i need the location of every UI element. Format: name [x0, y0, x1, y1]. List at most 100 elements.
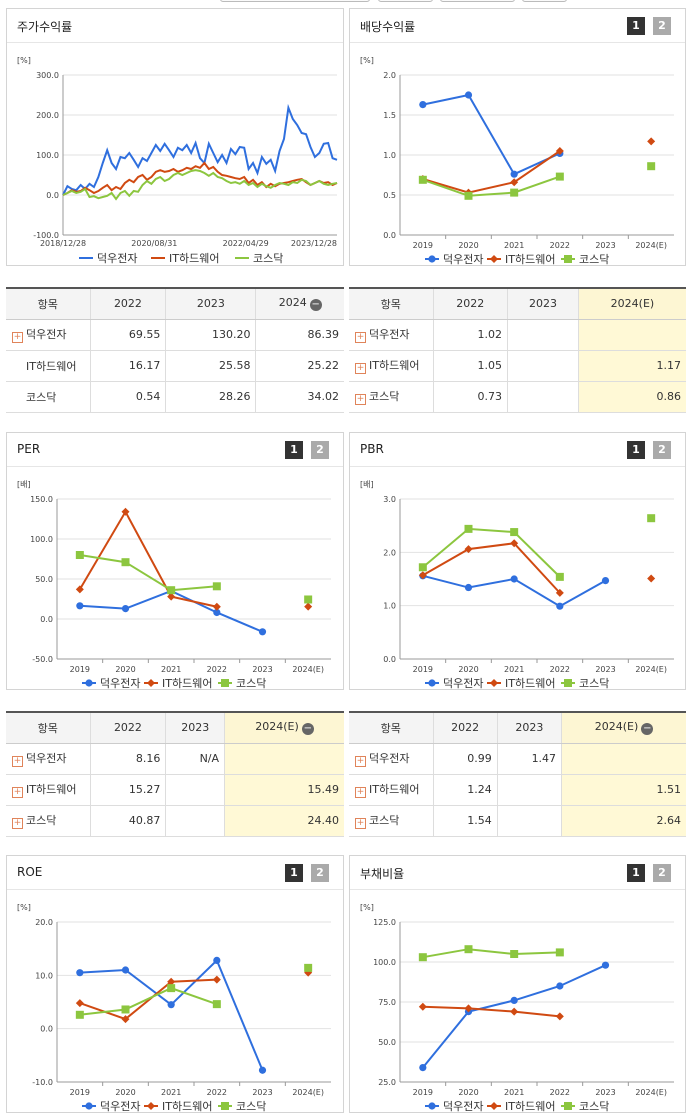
y-tick-label: 25.0 [378, 1078, 396, 1087]
y-tick-label: -10.0 [32, 1078, 53, 1087]
row-label: 코스닥 [369, 390, 400, 403]
page-1-button[interactable]: 1 [627, 17, 645, 35]
data-point [221, 1102, 229, 1110]
data-point [510, 178, 519, 187]
y-tick-label: 150.0 [30, 495, 53, 504]
value-cell: 0.86 [577, 381, 686, 413]
top-toolbar-button[interactable] [378, 0, 433, 2]
value-cell [224, 743, 344, 775]
panel-header: 주가수익률 [7, 9, 343, 43]
row-label: IT하드웨어 [26, 783, 77, 796]
legend-label: 코스닥 [236, 677, 266, 690]
panel-title: 배당수익률 [360, 20, 416, 34]
value-cell [496, 805, 562, 837]
y-tick-label: 2.0 [383, 548, 396, 557]
data-point [121, 558, 130, 567]
expand-icon[interactable]: + [12, 756, 23, 767]
column-header: 2022 [432, 288, 508, 320]
expand-icon[interactable]: + [355, 363, 366, 374]
unit-label: [%] [360, 56, 374, 65]
value-cell: 1.51 [561, 774, 686, 806]
table-header-row: 항목 2022 2023 2024(E) [349, 288, 686, 320]
expand-icon[interactable]: + [355, 394, 366, 405]
page-2-button[interactable]: 2 [311, 864, 329, 882]
page-1-button[interactable]: 1 [627, 441, 645, 459]
data-point [418, 563, 427, 572]
table-row: IT하드웨어 16.17 25.58 25.22 [6, 350, 344, 382]
data-point [564, 679, 572, 687]
collapse-icon[interactable]: − [641, 723, 654, 736]
row-label: 코스닥 [26, 814, 57, 827]
expand-icon[interactable]: + [12, 787, 23, 798]
row-label: 덕우전자 [26, 328, 67, 341]
expand-icon[interactable]: + [355, 818, 366, 829]
data-point [167, 977, 176, 986]
collapse-icon[interactable]: − [309, 299, 322, 312]
row-label: 덕우전자 [26, 752, 67, 765]
page-1-button[interactable]: 1 [627, 864, 645, 882]
per-chart: 150.0 100.0 50.0 0.0 -50.0 [배] 2019 2020 2021 202… [17, 480, 331, 690]
series-line [79, 987, 218, 1016]
data-point [490, 679, 498, 687]
x-tick-label: 2022 [550, 1088, 570, 1097]
data-point [428, 679, 436, 687]
column-header: 2022 [89, 712, 166, 744]
value-cell: 15.27 [89, 774, 166, 806]
series-line [422, 527, 561, 578]
x-tick-label: 2022 [550, 665, 570, 674]
value-cell [165, 805, 225, 837]
row-label-cell: + 코스닥 [349, 805, 433, 837]
y-tick-label: 0.0 [46, 191, 59, 200]
panel-title: 주가수익률 [17, 20, 73, 34]
x-tick-label: 2022 [207, 1088, 227, 1097]
data-point [647, 574, 656, 583]
page-2-button[interactable]: 2 [653, 17, 671, 35]
page-2-button[interactable]: 2 [311, 441, 329, 459]
data-point [510, 528, 519, 537]
x-tick-label: 2019 [70, 665, 90, 674]
panel-title: ROE [17, 865, 43, 879]
x-tick-label: 2020 [115, 665, 135, 674]
y-tick-label: 20.0 [35, 918, 53, 927]
y-tick-label: 1.0 [383, 151, 396, 160]
page-2-button[interactable]: 2 [653, 441, 671, 459]
expand-icon[interactable]: + [12, 332, 23, 343]
x-tick-label: 2023 [252, 665, 272, 674]
row-label-cell: + 코스닥 [349, 381, 433, 413]
data-point [510, 575, 518, 583]
data-point [418, 571, 427, 580]
page-1-button[interactable]: 1 [285, 864, 303, 882]
top-toolbar-button[interactable] [220, 0, 370, 2]
data-point [212, 582, 221, 591]
x-tick-label: 2021 [504, 665, 524, 674]
data-point [304, 963, 313, 972]
value-cell: 25.22 [255, 350, 344, 382]
data-point [564, 255, 572, 263]
top-toolbar-button[interactable] [522, 0, 567, 2]
y-tick-label: 100.0 [30, 535, 53, 544]
value-cell: 24.40 [224, 805, 344, 837]
value-cell: 0.99 [432, 743, 498, 775]
table-row: 코스닥 0.54 28.26 34.02 [6, 381, 344, 413]
value-cell: N/A [165, 743, 225, 775]
data-point [555, 172, 564, 181]
expand-icon[interactable]: + [355, 332, 366, 343]
page-2-button[interactable]: 2 [653, 864, 671, 882]
y-tick-label: 2.0 [383, 71, 396, 80]
table-header-row: 항목 2022 2023 2024(E) − [349, 712, 686, 744]
top-strip [0, 0, 691, 6]
value-cell [507, 350, 579, 382]
page-1-button[interactable]: 1 [285, 441, 303, 459]
top-toolbar-button[interactable] [440, 0, 515, 2]
collapse-icon[interactable]: − [301, 723, 314, 736]
data-point [555, 588, 564, 597]
data-point [85, 1102, 93, 1110]
row-label: 코스닥 [369, 814, 400, 827]
table-row: + IT하드웨어 1.24 1.51 [349, 774, 686, 806]
expand-icon[interactable]: + [12, 818, 23, 829]
data-point [564, 1102, 572, 1110]
expand-icon[interactable]: + [355, 787, 366, 798]
column-header-label: 항목 [380, 721, 401, 735]
y-tick-label: 0.0 [40, 615, 53, 624]
expand-icon[interactable]: + [355, 756, 366, 767]
